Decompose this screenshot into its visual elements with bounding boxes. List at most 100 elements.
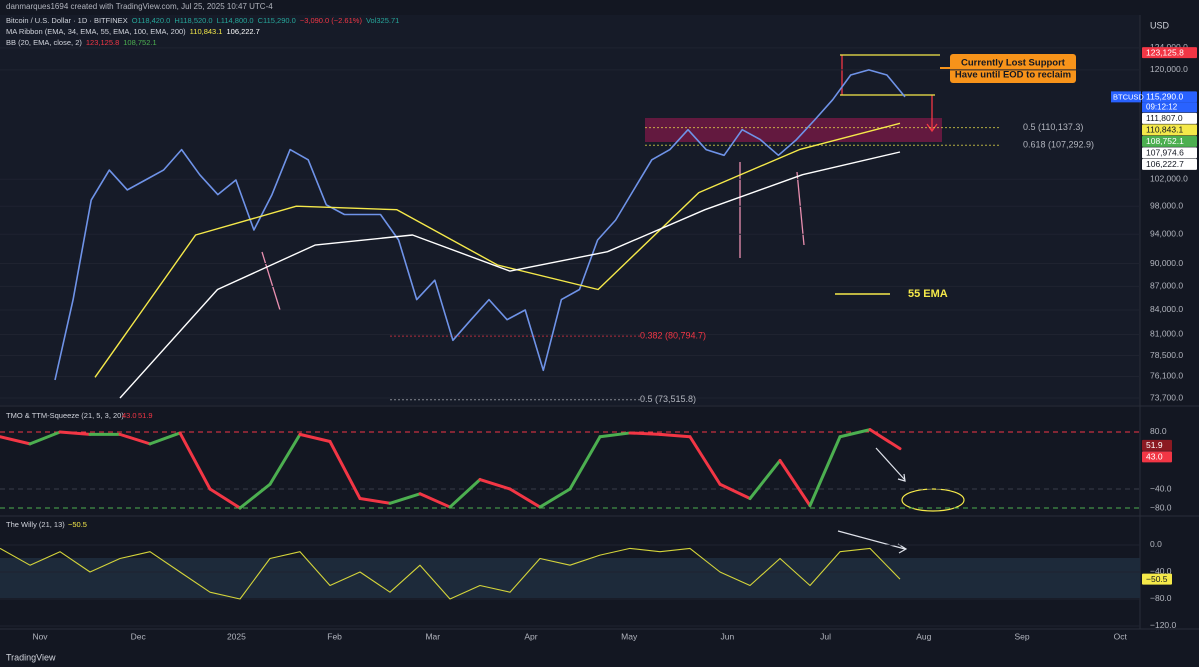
- x-tick-label: Aug: [916, 631, 931, 641]
- price-tag: [1142, 124, 1197, 136]
- tmo-segment: [418, 492, 452, 509]
- tmo-segment: [448, 478, 482, 509]
- tmo-segment: [298, 432, 332, 443]
- legend-item: L114,800.0: [217, 16, 254, 25]
- x-tick-label: Mar: [425, 631, 440, 641]
- series-line: [119, 151, 901, 399]
- fib-label: 0.5 (110,137.3): [1023, 122, 1083, 132]
- tmo-segment: [208, 487, 242, 510]
- fib-label: 0.5 (73,515.8): [640, 394, 696, 404]
- tmo-segment: [328, 439, 362, 501]
- y-tick-label: 124,000.0: [1150, 42, 1188, 52]
- price-tag-label: 115,290.0: [1146, 92, 1183, 102]
- series-line: [94, 122, 901, 378]
- tmo-segment: [748, 459, 782, 501]
- willy-band: [0, 558, 1140, 598]
- support-zone: [645, 118, 942, 142]
- currency: USD: [1150, 20, 1170, 30]
- price-tag-label: 110,843.1: [1146, 125, 1183, 135]
- x-tick-label: Jun: [721, 631, 735, 641]
- top-box: [841, 55, 938, 133]
- tmo-segment: [148, 431, 182, 446]
- price-tag: [1142, 135, 1197, 147]
- tmo-segment: [178, 431, 212, 491]
- y-tick-label: 94,000.0: [1150, 229, 1183, 239]
- price-tag-label: 108,752.1: [1146, 136, 1184, 146]
- legend-item: −3,090.0 (−2.61%): [300, 16, 363, 25]
- price-tag: [1142, 573, 1172, 585]
- legend-item: O118,420.0: [132, 16, 171, 25]
- legend-item: 123,125.8: [86, 38, 119, 47]
- y-tick-label: 81,000.0: [1150, 329, 1183, 339]
- tmo-segment: [118, 432, 152, 446]
- tmo-segment: [688, 435, 722, 486]
- credit: danmarques1694 created with TradingView.…: [6, 2, 273, 11]
- y-tick-label: 84,000.0: [1150, 304, 1183, 314]
- y-tick-label: 78,500.0: [1150, 350, 1183, 360]
- y-tick-label: −80.0: [1150, 502, 1172, 512]
- y-tick-label: 90,000.0: [1150, 258, 1183, 268]
- tmo-segment: [388, 492, 422, 505]
- tmo-segment: [28, 430, 62, 446]
- symbol-tag: [1111, 91, 1141, 103]
- series-line: [54, 69, 906, 381]
- tmo-segment: [838, 428, 872, 439]
- tmo-segment: [778, 459, 812, 508]
- y-tick-label: 87,000.0: [1150, 281, 1183, 291]
- y-tick-label: −80.0: [1150, 593, 1172, 603]
- y-tick-label: 76,100.0: [1150, 371, 1183, 381]
- legend-item: MA Ribbon (EMA, 34, EMA, 55, EMA, 100, E…: [6, 27, 186, 36]
- y-tick-label: −40.0: [1150, 483, 1172, 493]
- tmo-segment: [238, 482, 272, 510]
- symbol-tag-label: BTCUSD: [1113, 92, 1144, 101]
- price-tag: [1142, 47, 1197, 59]
- tmo-segment: [268, 432, 302, 486]
- tmo-segment: [718, 482, 752, 501]
- series-line: [0, 547, 901, 600]
- oscillator-arrows: [837, 447, 908, 554]
- y-tick-label: 0.0: [1150, 539, 1162, 549]
- price-tag: [1142, 147, 1197, 159]
- price-tag: [1142, 451, 1172, 463]
- price-tag: [1142, 439, 1172, 451]
- y-tick-label: 102,000.0: [1150, 174, 1188, 184]
- y-tick-label: −40.0: [1150, 566, 1172, 576]
- pane-title-value: −50.5: [68, 520, 87, 529]
- x-tick-label: Feb: [327, 631, 342, 641]
- fib-label: 0.618 (107,292.9): [1023, 140, 1094, 150]
- price-tag: [1142, 91, 1197, 103]
- x-tick-label: Apr: [524, 631, 537, 641]
- legend-item: H118,520.0: [174, 16, 212, 25]
- legend-item: 110,843.1: [190, 27, 223, 36]
- price-tag-label: 123,125.8: [1146, 47, 1184, 57]
- price-tag-label: 107,974.6: [1146, 148, 1184, 158]
- tmo-segment: [568, 435, 602, 491]
- price-tag-label: 111,807.0: [1146, 113, 1183, 123]
- legend-item: Vol325.71: [366, 16, 399, 25]
- price-tag-label: 43.0: [1146, 452, 1163, 462]
- tmo-segment: [58, 430, 92, 436]
- pane-title: The Willy (21, 13): [6, 520, 65, 529]
- tmo-segment: [508, 487, 542, 509]
- legend-item: C115,290.0: [258, 16, 296, 25]
- legend-item: BB (20, EMA, close, 2): [6, 38, 82, 47]
- footer: TradingView: [6, 652, 56, 662]
- tmo-segment: [658, 432, 692, 439]
- x-tick-label: Sep: [1014, 631, 1029, 641]
- y-tick-label: 73,700.0: [1150, 392, 1183, 402]
- target-ellipse: [901, 488, 965, 512]
- x-tick-label: Jul: [820, 631, 831, 641]
- x-tick-label: Nov: [32, 631, 48, 641]
- countdown-tag: [1142, 102, 1197, 113]
- price-tag: [1142, 112, 1197, 124]
- annotation-text: Currently Lost Support: [961, 58, 1066, 69]
- fib-label: 0.382 (80,794.7): [640, 331, 706, 341]
- y-tick-label: 80.0: [1150, 426, 1167, 436]
- pane-title-value: 51.9: [138, 411, 153, 420]
- tmo-segment: [868, 428, 902, 451]
- price-tag-label: 51.9: [1146, 440, 1163, 450]
- x-tick-label: May: [621, 631, 638, 641]
- countdown-label: 09:12:12: [1146, 102, 1178, 111]
- price-tag: [1142, 158, 1197, 170]
